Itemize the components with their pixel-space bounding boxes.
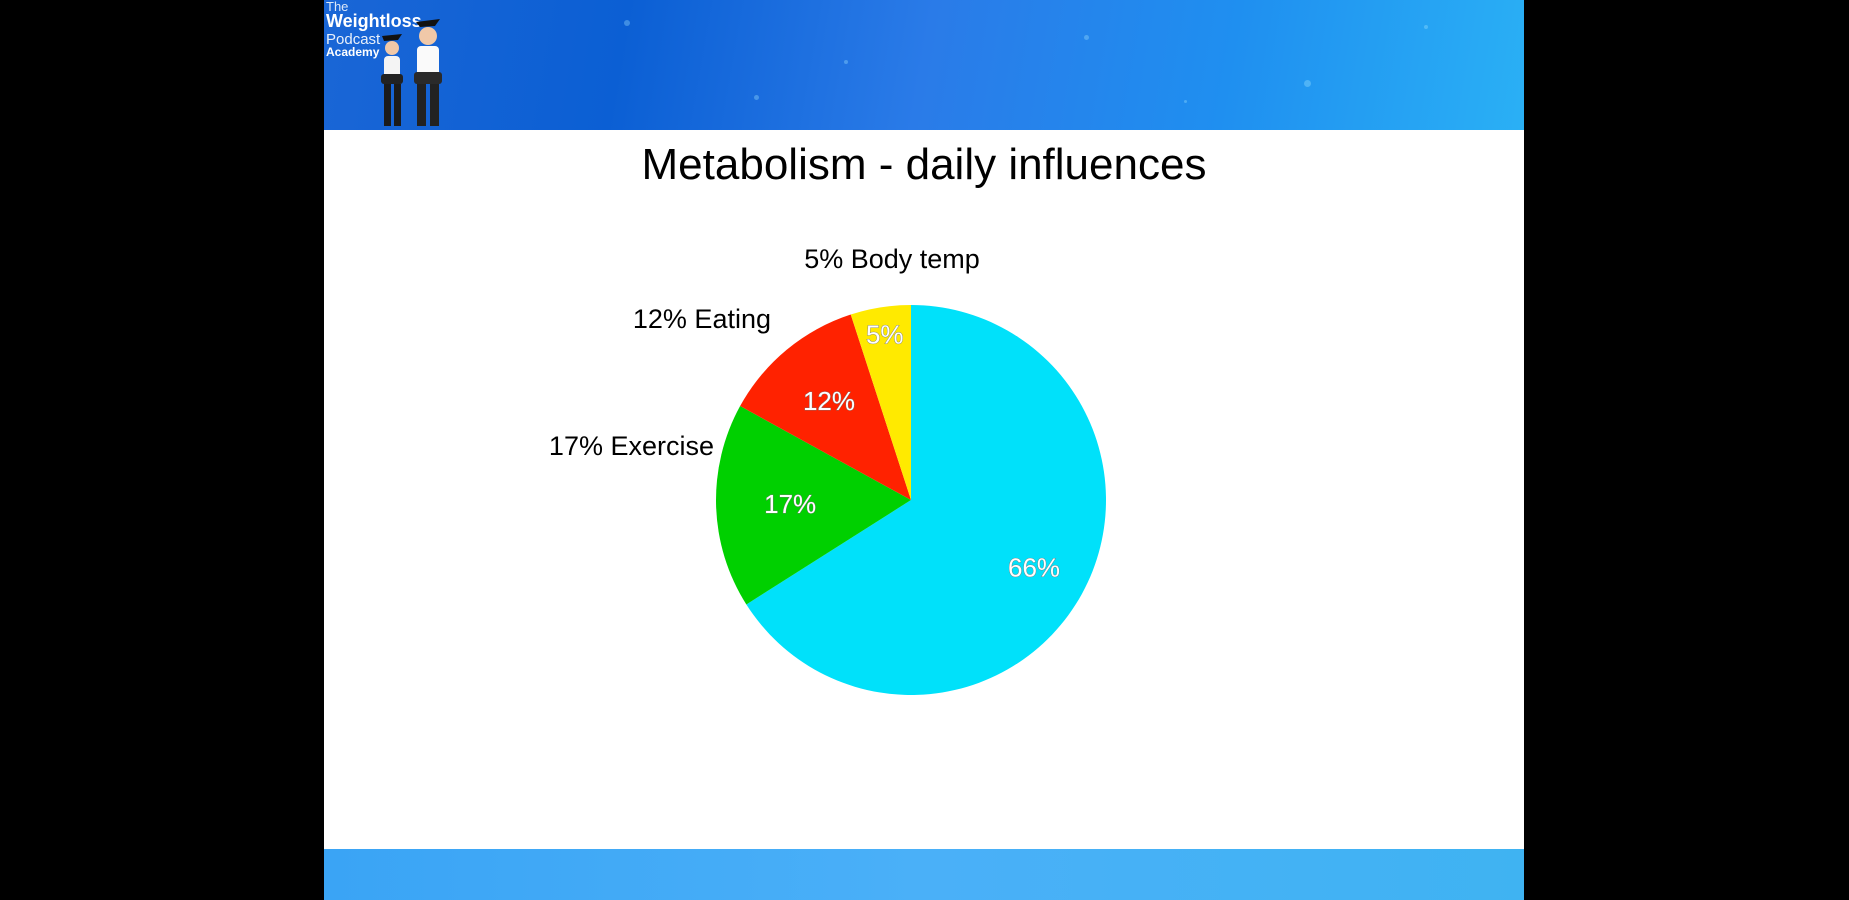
bottom-banner: [324, 849, 1524, 900]
logo-line-4: Academy: [326, 45, 380, 59]
slice-inner-label-0: 66%: [1008, 553, 1060, 583]
slice-label-2: 12% Eating: [633, 304, 771, 334]
logo-line-2: Weightloss: [326, 11, 422, 31]
graduate-figures-icon: [381, 19, 442, 126]
pie-slice-2: [740, 314, 911, 500]
pie-slice-1: [716, 406, 911, 605]
pie-slice-0: [746, 305, 1106, 696]
logo-line-1: The: [326, 0, 349, 14]
podcast-logo: The Weightloss Podcast Academy: [324, 0, 464, 130]
chart-title: Metabolism - daily influences: [641, 140, 1207, 189]
slice-inner-label-1: 17%: [764, 489, 816, 519]
slice-label-3: 5% Body temp: [804, 244, 980, 274]
slice-inner-label-2: 12%: [803, 386, 855, 416]
pie-slice-3: [850, 305, 911, 500]
slice-label-1: 17% Exercise: [549, 431, 714, 461]
top-banner: The Weightloss Podcast Academy: [324, 0, 1524, 130]
pie-chart: 66% 17% 17% Exercise 12% 12% Eating 5% 5% Body…: [549, 244, 1106, 696]
slice-inner-label-3: 5%: [866, 319, 904, 349]
slide: The Weightloss Podcast Academy: [324, 0, 1524, 900]
logo-line-3: Podcast: [326, 31, 381, 48]
